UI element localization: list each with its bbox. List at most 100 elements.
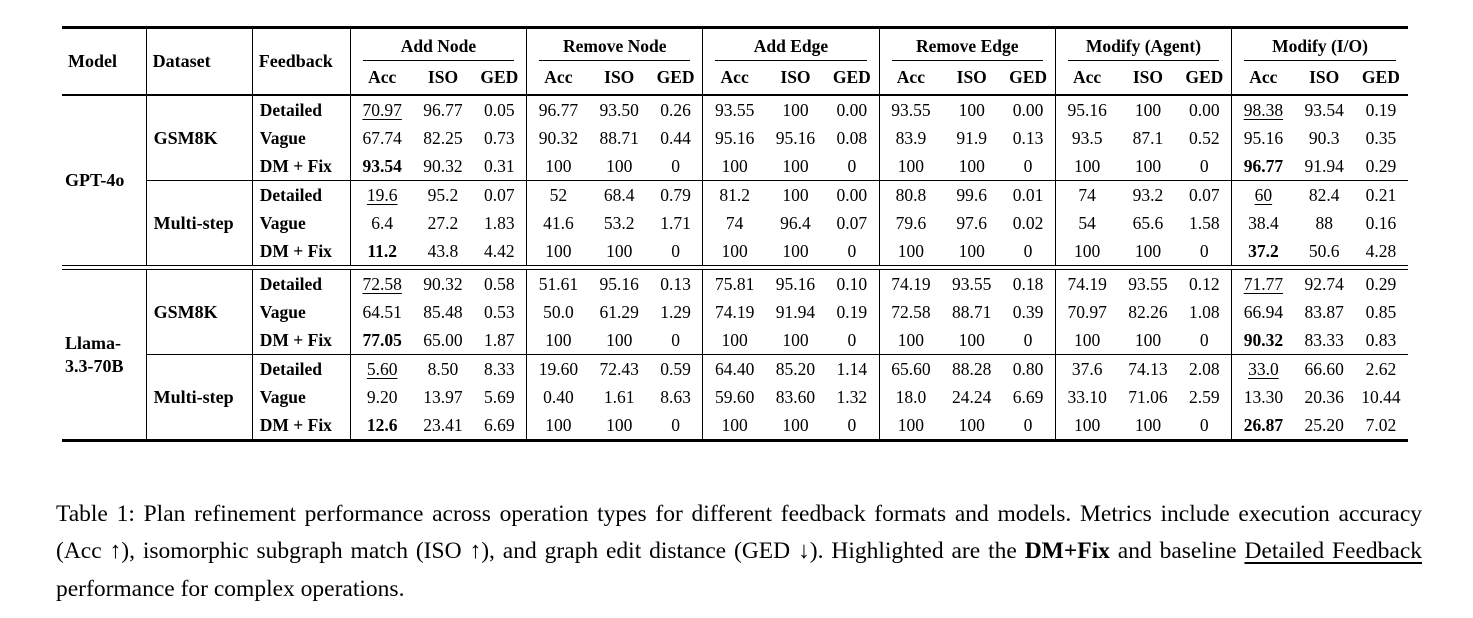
table-row: DM + Fix 77.05 65.00 1.87 100 100 0 100 100 0 100 1… [62, 326, 1408, 355]
group-header-2: Remove Node [526, 27, 703, 61]
metric-value: 0.73 [484, 127, 515, 148]
metric-value: 6.69 [1012, 386, 1044, 407]
metric-value: 100 [958, 240, 985, 261]
group-header-3: Add Edge [702, 27, 880, 61]
feedback-label: Vague [251, 209, 351, 237]
metric-value: 6.4 [349, 209, 414, 237]
metric-value: 0 [648, 326, 703, 355]
metric-value: 90.3 [1308, 127, 1340, 148]
metric-value: 4.42 [484, 240, 515, 261]
metric-value: 0 [648, 152, 703, 181]
metric-value: 100 [878, 411, 943, 441]
metric-value: 88.28 [952, 358, 992, 379]
dataset-label: Multi-step [145, 354, 253, 441]
metric-value: 0 [825, 326, 880, 355]
metric-value: 2.08 [1188, 358, 1220, 379]
metric-value: 88.71 [952, 301, 992, 322]
metric-value: 18.0 [878, 383, 943, 411]
metric-value: 85.20 [775, 358, 816, 379]
metric-value: 96.4 [780, 212, 811, 233]
metric-header: GED [1177, 61, 1232, 96]
metric-value: 87.1 [1132, 127, 1164, 148]
metric-header: GED [825, 61, 880, 96]
col-header-dataset: Dataset [145, 27, 253, 96]
metric-value: 91.94 [775, 301, 816, 322]
metric-value: 0.08 [836, 127, 868, 148]
metric-header: GED [472, 61, 527, 96]
metric-value: 79.6 [878, 209, 943, 237]
metric-value: 91.9 [956, 127, 988, 148]
metric-value: 90.32 [423, 273, 463, 294]
metric-value: 95.16 [775, 127, 816, 148]
metric-value: 66.60 [1304, 358, 1344, 379]
metric-header: Acc [1054, 61, 1119, 96]
metric-value: 100 [1118, 326, 1178, 355]
metric-value: 0.19 [836, 301, 868, 322]
feedback-label: Vague [251, 124, 351, 152]
metric-value: 0.12 [1188, 273, 1220, 294]
metric-value: 71.77 [1231, 269, 1295, 298]
metric-value: 81.2 [702, 180, 766, 209]
metric-value: 0 [1023, 240, 1033, 261]
metric-value: 74.19 [1054, 269, 1119, 298]
metric-value: 5.69 [484, 386, 515, 407]
metric-value: 0.26 [660, 99, 691, 120]
metric-value: 100 [526, 152, 590, 181]
feedback-label: DM + Fix [251, 237, 351, 266]
table-row: Llama-3.3-70B GSM8K Detailed 72.58 90.32 0.58… [62, 269, 1408, 376]
metric-value: 100 [782, 99, 809, 120]
metric-value: 100 [526, 411, 590, 441]
metric-value: 5.60 [349, 354, 414, 383]
metric-value: 95.16 [1054, 95, 1119, 124]
metric-value: 0.13 [1012, 127, 1044, 148]
feedback-label: Detailed [251, 354, 351, 383]
caption-segment: performance for complex operations. [56, 575, 405, 602]
metric-value: 50.6 [1308, 240, 1340, 261]
metric-value: 88 [1315, 212, 1333, 233]
metric-value: 74 [702, 209, 766, 237]
metric-value: 2.62 [1365, 358, 1397, 379]
table-row: Vague 9.20 13.97 5.69 0.40 1.61 8.63 59.60 83.60… [62, 383, 1408, 411]
metric-header: GED [1001, 61, 1056, 96]
metric-value: 24.24 [952, 386, 992, 407]
metric-header: Acc [349, 61, 414, 96]
caption: Table 1: Plan refinement performance acr… [56, 496, 1422, 609]
metric-value: 0 [1177, 326, 1232, 355]
metric-value: 72.58 [349, 269, 414, 298]
metric-value: 100 [606, 414, 633, 435]
metric-value: 65.00 [413, 326, 473, 355]
metric-value: 0.01 [1012, 184, 1044, 205]
metric-value: 0.52 [1188, 127, 1220, 148]
metric-value: 0.13 [660, 273, 691, 294]
metric-value: 0 [1001, 326, 1056, 355]
dataset-label: Multi-step [145, 180, 253, 266]
metric-value: 100 [589, 326, 649, 355]
metric-value: 65.60 [878, 354, 943, 383]
metric-value: 1.14 [836, 358, 868, 379]
table-row: DM + Fix 93.54 90.32 0.31 100 100 0 100 100 0 100 1… [62, 152, 1408, 181]
metric-header: Acc [1231, 61, 1295, 96]
metric-value: 1.61 [603, 386, 635, 407]
metric-value: 77.05 [349, 326, 414, 355]
metric-value: 93.55 [952, 273, 992, 294]
metric-value: 27.2 [427, 212, 459, 233]
metric-value: 0.85 [1365, 301, 1397, 322]
metric-value: 0.53 [484, 301, 515, 322]
metric-value: 93.55 [1128, 273, 1168, 294]
metric-value: 25.20 [1304, 414, 1344, 435]
group-header-label: Modify (Agent) [1067, 29, 1220, 61]
group-header-label: Modify (I/O) [1244, 29, 1396, 61]
metric-value: 75.81 [702, 269, 766, 298]
metric-value: 0 [671, 414, 680, 435]
metric-value: 0.59 [660, 358, 691, 379]
metric-value: 0.00 [1012, 99, 1044, 120]
metric-value: 74.19 [702, 298, 766, 326]
metric-value: 43.8 [427, 240, 459, 261]
metric-value: 95.16 [599, 273, 639, 294]
metric-value: 41.6 [526, 209, 590, 237]
metric-value: 64.40 [702, 354, 766, 383]
metric-value: 13.97 [423, 386, 463, 407]
metric-value: 8.33 [484, 358, 515, 379]
table-row: GPT-4o GSM8K Detailed 70.97 96.77 0.05 96.77 93… [62, 95, 1408, 190]
